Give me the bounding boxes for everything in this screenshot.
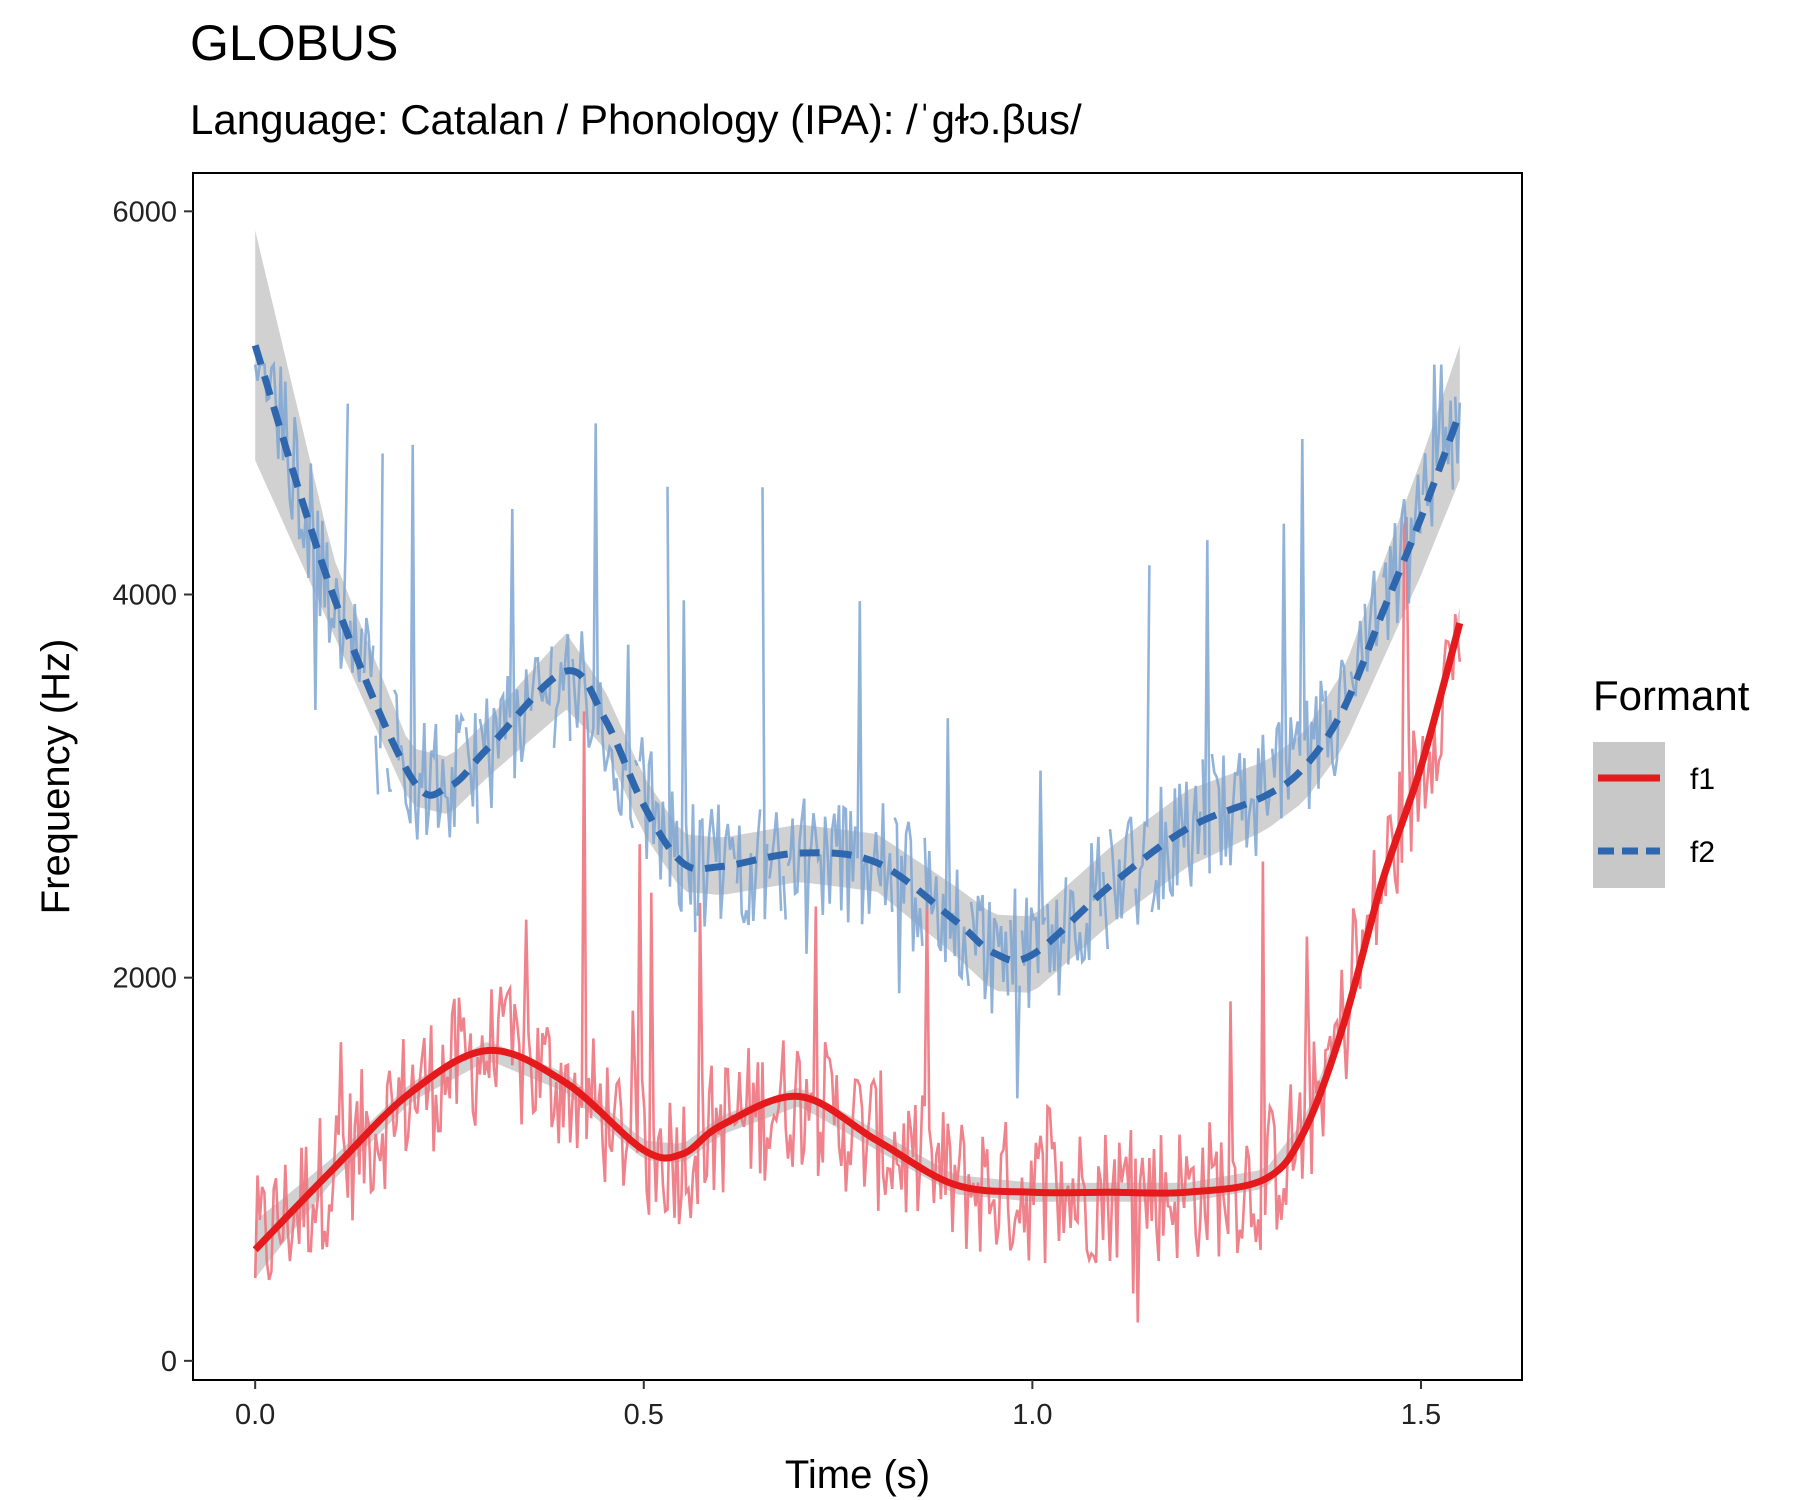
chart-title: GLOBUS xyxy=(190,15,399,71)
raw-track-f1 xyxy=(253,516,1462,1323)
chart-subtitle: Language: Catalan / Phonology (IPA): /ˈɡ… xyxy=(190,96,1082,143)
y-tick-label: 0 xyxy=(161,1346,177,1378)
confidence-band-f1 xyxy=(255,607,1460,1279)
y-tick-label: 2000 xyxy=(112,963,177,995)
y-tick-label: 6000 xyxy=(112,196,177,228)
legend-title: Formant xyxy=(1593,672,1750,719)
raw-line-f2 xyxy=(253,360,1462,1099)
y-tick-label: 4000 xyxy=(112,579,177,611)
x-tick-label: 1.0 xyxy=(1012,1399,1052,1431)
x-tick-label: 0.0 xyxy=(235,1399,275,1431)
axes: 0.0 0.5 1.0 1.5 0 2000 4000 6000 xyxy=(112,196,1441,1431)
legend-item-f1: f1 xyxy=(1593,742,1715,815)
x-axis-title: Time (s) xyxy=(785,1453,930,1497)
legend-label-f2: f2 xyxy=(1690,836,1715,869)
smoothed-formant-lines xyxy=(251,344,1464,1253)
confidence-band-f2 xyxy=(255,230,1460,993)
y-axis-title: Frequency (Hz) xyxy=(34,639,78,915)
legend: Formant f1 f2 xyxy=(1593,672,1750,888)
legend-item-f2: f2 xyxy=(1593,815,1715,888)
legend-label-f1: f1 xyxy=(1690,763,1715,796)
x-tick-label: 1.5 xyxy=(1401,1399,1441,1431)
raw-line-f1 xyxy=(253,516,1462,1323)
raw-track-f2 xyxy=(253,360,1462,1099)
raw-formant-tracks xyxy=(253,360,1462,1323)
plot-panel-border xyxy=(192,172,1523,1381)
x-tick-label: 0.5 xyxy=(624,1399,664,1431)
smooth-line-f1 xyxy=(252,622,1464,1253)
